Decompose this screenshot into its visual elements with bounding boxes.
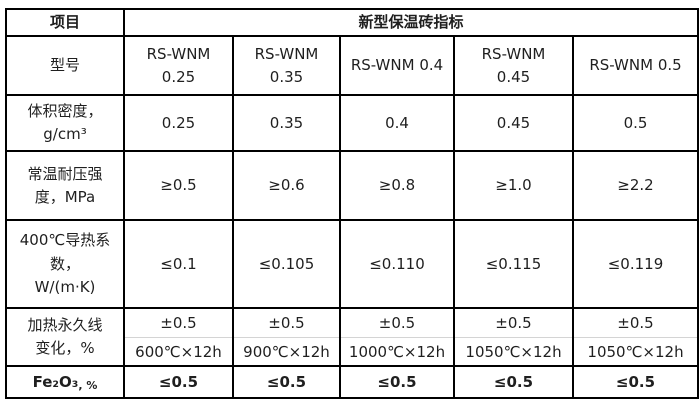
- row-label: 加热永久线 变化，%: [5, 307, 125, 368]
- header-group-label: 新型保温砖指标: [123, 7, 699, 38]
- value-cell: ±0.5: [339, 307, 455, 338]
- value-cell: ≤0.5: [339, 365, 455, 400]
- row-label: Fe₂O₃, %: [5, 365, 125, 400]
- value-cell: 1050℃×12h: [572, 336, 699, 368]
- value-cell: ≥2.2: [572, 150, 699, 222]
- value-cell: 0.35: [232, 94, 341, 153]
- value-cell: ≤0.5: [572, 365, 699, 400]
- value-cell: ≥0.6: [232, 150, 341, 222]
- header-item-label: 项目: [5, 7, 125, 38]
- fe2o3-label: Fe₂O₃: [32, 372, 79, 391]
- value-cell: RS-WNM 0.25: [123, 35, 234, 97]
- table-row-fe2o3: Fe₂O₃, % ≤0.5 ≤0.5 ≤0.5 ≤0.5 ≤0.5: [5, 365, 699, 400]
- value-cell: ≥1.0: [453, 150, 574, 222]
- value-cell: 1050℃×12h: [453, 336, 574, 368]
- value-cell: 900℃×12h: [232, 336, 341, 368]
- spec-table: 项目 新型保温砖指标 型号 RS-WNM 0.25 RS-WNM 0.35 RS…: [5, 7, 699, 400]
- value-cell: ≤0.119: [572, 219, 699, 310]
- table-header-row: 项目 新型保温砖指标: [5, 7, 699, 38]
- table-row-linear-change-condition: 600℃×12h 900℃×12h 1000℃×12h 1050℃×12h 10…: [6, 336, 699, 368]
- value-cell: ≥0.5: [123, 150, 234, 222]
- value-cell: ≤0.105: [232, 219, 341, 310]
- value-cell: 0.5: [572, 94, 699, 153]
- value-cell: ≤0.5: [232, 365, 341, 400]
- value-cell: 1000℃×12h: [339, 336, 455, 368]
- table-row-conductivity: 400℃导热系 数， W/(m·K) ≤0.1 ≤0.105 ≤0.110 ≤0…: [5, 219, 699, 310]
- value-cell: 0.45: [453, 94, 574, 153]
- value-cell: ≤0.110: [339, 219, 455, 310]
- table-row-model: 型号 RS-WNM 0.25 RS-WNM 0.35 RS-WNM 0.4 RS…: [5, 35, 699, 97]
- value-cell: ≥0.8: [339, 150, 455, 222]
- value-cell: ≤0.5: [453, 365, 574, 400]
- table-row-density: 体积密度， g/cm³ 0.25 0.35 0.4 0.45 0.5: [5, 94, 699, 153]
- value-cell: RS-WNM 0.5: [572, 35, 699, 97]
- value-cell: ±0.5: [123, 307, 234, 338]
- fe2o3-label-suffix: , %: [78, 378, 98, 392]
- table-row-strength: 常温耐压强 度，MPa ≥0.5 ≥0.6 ≥0.8 ≥1.0 ≥2.2: [5, 150, 699, 222]
- row-label: 400℃导热系 数， W/(m·K): [5, 219, 125, 310]
- value-cell: ±0.5: [232, 307, 341, 338]
- value-cell: ≤0.1: [123, 219, 234, 310]
- value-cell: ≤0.5: [123, 365, 234, 400]
- value-cell: ±0.5: [572, 307, 699, 338]
- value-cell: RS-WNM 0.35: [232, 35, 341, 97]
- value-cell: 0.25: [123, 94, 234, 153]
- value-cell: ±0.5: [453, 307, 574, 338]
- row-label: 常温耐压强 度，MPa: [5, 150, 125, 222]
- row-label: 型号: [5, 35, 125, 97]
- value-cell: RS-WNM 0.4: [339, 35, 455, 97]
- value-cell: 0.4: [339, 94, 455, 153]
- row-label: 体积密度， g/cm³: [5, 94, 125, 153]
- value-cell: ≤0.115: [453, 219, 574, 310]
- value-cell: 600℃×12h: [123, 336, 234, 368]
- value-cell: RS-WNM 0.45: [453, 35, 574, 97]
- table-row-linear-change-tolerance: 加热永久线 变化，% ±0.5 ±0.5 ±0.5 ±0.5 ±0.5: [5, 307, 699, 368]
